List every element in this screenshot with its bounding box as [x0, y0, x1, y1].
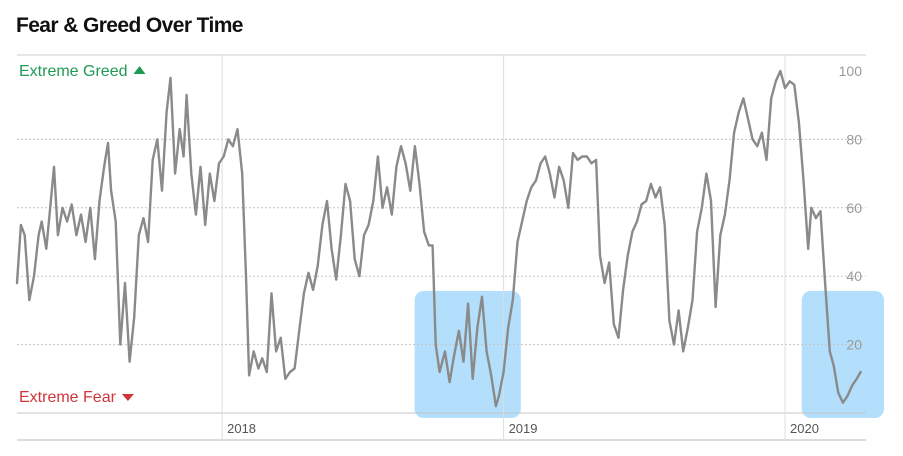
y-tick-60: 60: [846, 200, 862, 216]
x-tick-2018: 2018: [227, 421, 256, 436]
y-tick-40: 40: [846, 268, 862, 284]
y-tick-80: 80: [846, 131, 862, 147]
highlight-region-2: [801, 291, 884, 418]
year-divider-lines: [221, 55, 786, 440]
x-tick-2019: 2019: [509, 421, 538, 436]
triangle-down-icon: [121, 394, 134, 401]
y-tick-20: 20: [846, 337, 862, 353]
y-tick-labels: 20 40 60 80 100: [839, 63, 863, 353]
highlight-regions: [414, 291, 884, 418]
chart-title: Fear & Greed Over Time: [16, 14, 243, 37]
x-tick-2020: 2020: [790, 421, 819, 436]
fear-greed-line: [15, 69, 862, 408]
triangle-up-icon: [133, 66, 146, 74]
extreme-fear-label: Extreme Fear: [19, 389, 117, 406]
x-tick-labels: 2018 2019 2020: [227, 421, 819, 436]
y-tick-100: 100: [839, 63, 863, 79]
extreme-greed-label: Extreme Greed: [19, 63, 127, 80]
highlight-region-1: [414, 291, 521, 418]
